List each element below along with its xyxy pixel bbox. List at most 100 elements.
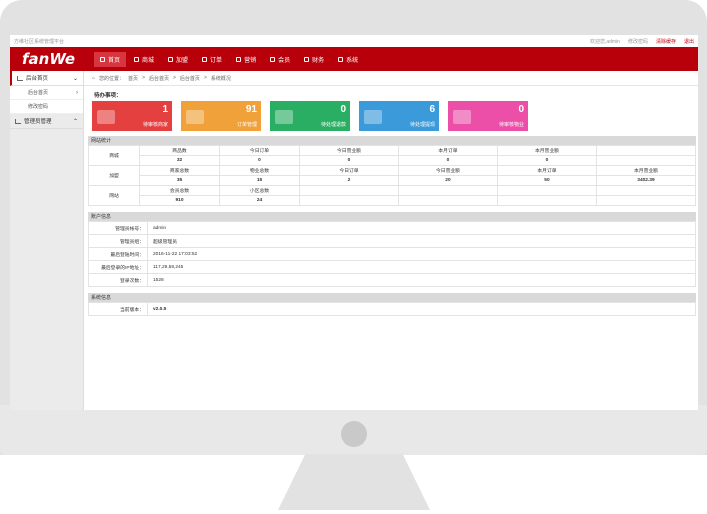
nav-finance[interactable]: 财务 [298, 52, 330, 67]
section-heading: 网站统计 [88, 136, 696, 145]
card-withdrawals[interactable]: 6 待处理提现 [359, 101, 439, 131]
sidebar: 后台首页 ⌄ 后台首页 › 修改密码 管理员管理 ⌃ [10, 71, 84, 410]
info-value: admin [147, 221, 696, 235]
logout-link[interactable]: 退出 [683, 38, 694, 45]
card-label: 待审核商家 [142, 122, 168, 128]
nav-orders[interactable]: 订单 [196, 52, 228, 67]
order-icon [202, 56, 208, 62]
account-section: 账户信息 管理员帐号： admin 管理员组： 超级管理员 最后登陆时间： 2016-… [88, 212, 696, 287]
clear-cache-link[interactable]: 清除缓存 [655, 38, 676, 45]
nav-label: 加盟 [176, 57, 189, 64]
home-icon: ⌂ [92, 75, 96, 81]
breadcrumb-level3[interactable]: 后台首页 [179, 75, 200, 82]
row-label: 加盟 [88, 165, 140, 186]
breadcrumb-level2[interactable]: 后台首页 [148, 75, 169, 82]
stat-header: 会员总数 [139, 185, 220, 196]
nav-home[interactable]: 首页 [94, 51, 127, 67]
nav-mall[interactable]: 商城 [128, 52, 160, 67]
info-key: 管理员帐号： [88, 221, 148, 235]
nav-label: 商城 [142, 57, 155, 64]
sidebar-item-label: 修改密码 [28, 104, 49, 110]
cart-icon [134, 56, 140, 62]
info-value: 117,29,58,245 [147, 260, 696, 274]
card-refunds[interactable]: 0 待处理退款 [270, 101, 350, 131]
stats-section: 网站统计 商城 商品数 今日订单 今日营业额 本月订单 本月营业额 32 0 0… [88, 136, 697, 206]
stat-value: 15 [219, 175, 300, 186]
info-key: 当前版本： [88, 302, 148, 316]
nav-label: 会员 [278, 57, 291, 64]
stat-value: 910 [139, 195, 220, 206]
card-label: 待处理提现 [409, 122, 435, 128]
stat-value [496, 195, 597, 206]
merchant-icon [97, 110, 115, 124]
screen: 方维社区系统管理平台 欢迎您,admin 修改密码 清除缓存 退出 fanWe … [10, 35, 698, 410]
breadcrumb-sep: > [173, 75, 176, 81]
nav-label: 营销 [244, 57, 257, 64]
chart-icon [15, 118, 21, 124]
stat-header: 小区总数 [219, 185, 300, 196]
card-property[interactable]: 0 待审核物业 [448, 101, 528, 131]
stat-value [299, 195, 399, 206]
section-heading: 账户信息 [88, 212, 696, 221]
home-icon [100, 56, 105, 62]
stat-value: 35 [139, 175, 220, 186]
stat-header: 商品数 [139, 145, 220, 156]
sidebar-item-home[interactable]: 后台首页 › [10, 86, 83, 100]
system-table: 当前版本： v2.0.5 [88, 302, 696, 316]
stat-value [397, 195, 498, 206]
info-key: 管理员组： [88, 234, 148, 248]
finance-icon [304, 56, 310, 62]
stat-header [397, 185, 498, 196]
info-value: 2016-11-22 17:03:52 [147, 247, 696, 261]
breadcrumb-sep: > [203, 75, 207, 81]
todo-cards: 1 待审核商家 91 订单管理 0 待处理退款 6 待处理提现 0 待审 [84, 101, 698, 131]
system-section: 系统信息 当前版本： v2.0.5 [88, 293, 696, 316]
user-icon [270, 56, 276, 62]
card-count: 91 [245, 104, 257, 115]
sidebar-group-admin[interactable]: 管理员管理 ⌃ [10, 114, 83, 129]
stat-header: 本月订单 [397, 145, 498, 156]
card-count: 6 [429, 104, 435, 115]
stat-header: 今日营业额 [299, 145, 399, 156]
nav-system[interactable]: 系统 [332, 52, 364, 67]
nav-label: 首页 [108, 57, 121, 64]
info-key: 登录次数： [88, 273, 148, 287]
breadcrumb-home[interactable]: 首页 [128, 75, 139, 82]
chart-icon [17, 75, 23, 81]
change-password-link[interactable]: 修改密码 [627, 38, 648, 45]
stat-value: 0 [397, 155, 498, 166]
card-count: 0 [518, 104, 524, 115]
stat-header: 本月营业额 [496, 145, 597, 156]
nav-join[interactable]: 加盟 [162, 52, 194, 67]
stat-value: 24 [219, 195, 300, 206]
stat-header: 本月订单 [496, 165, 597, 176]
card-pending-merchants[interactable]: 1 待审核商家 [92, 101, 172, 131]
nav-members[interactable]: 会员 [264, 52, 296, 67]
stat-value: 0 [496, 155, 597, 166]
marketing-icon [236, 56, 242, 62]
todo-title: 待办事项： [94, 93, 122, 99]
chevron-right-icon: › [76, 89, 78, 96]
order-icon [186, 110, 204, 124]
welcome-text: 欢迎您,admin [589, 38, 620, 45]
info-key: 最后登陆时间： [88, 247, 148, 261]
card-orders[interactable]: 91 订单管理 [181, 101, 261, 131]
stat-header [595, 145, 697, 156]
sidebar-item-change-password[interactable]: 修改密码 [10, 100, 83, 114]
coins-icon [364, 110, 382, 124]
card-label: 待审核物业 [498, 122, 524, 128]
nav-label: 订单 [210, 57, 223, 64]
card-label: 订单管理 [236, 122, 257, 128]
monitor-stand [278, 454, 430, 510]
nav-label: 系统 [346, 57, 359, 64]
stat-header [595, 185, 697, 196]
breadcrumb-level4: 系统概况 [210, 75, 231, 82]
row-label: 商城 [88, 145, 140, 166]
info-value: 超级管理员 [147, 234, 696, 248]
stat-header [496, 185, 597, 196]
stat-header: 本月营业额 [595, 165, 697, 176]
store-icon [168, 56, 174, 62]
sidebar-group-home[interactable]: 后台首页 ⌄ [10, 71, 83, 86]
chevron-down-icon: ⌄ [72, 75, 78, 82]
nav-marketing[interactable]: 营销 [230, 52, 262, 67]
